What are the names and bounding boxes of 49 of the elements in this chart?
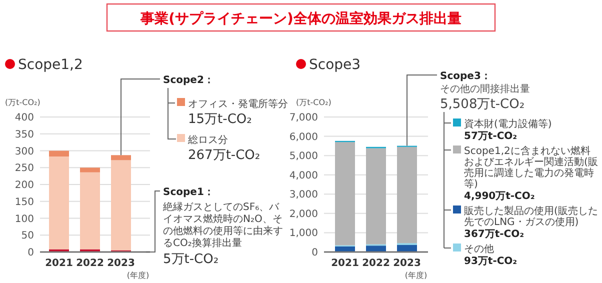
x-tick-label: 2023 xyxy=(107,258,135,269)
text: 5万t-CO₂ xyxy=(163,252,219,267)
text: その他の間接排出量 xyxy=(440,83,530,95)
x-tick-label: 2023 xyxy=(393,258,421,269)
y-tick-label: 3,000 xyxy=(289,190,318,201)
text: 267万t-CO₂ xyxy=(188,148,260,163)
y-tick-label: 50 xyxy=(21,230,34,242)
y-axis-title: (万t-CO₂) xyxy=(296,98,332,107)
legend-label: その他 xyxy=(464,243,494,255)
x-tick-label: 2022 xyxy=(362,258,390,269)
chart-title: Scope1,2 xyxy=(18,57,83,73)
text: 絶縁ガスとしてのSF₆、バイオマス燃焼時のN₂O、その他燃料の使用等に由来するCO₂換算排出量 xyxy=(162,201,283,249)
x-axis-title: (年度) xyxy=(404,271,428,280)
text: Scope2： xyxy=(163,75,214,86)
x-tick-label: 2022 xyxy=(76,258,104,269)
text: 5,508万t-CO₂ xyxy=(440,97,525,112)
legend-label: 資本財(電力設備等) xyxy=(464,118,552,130)
y-tick-label: 200 xyxy=(14,180,34,191)
y-tick-label: 150 xyxy=(14,196,34,208)
y-tick-label: 100 xyxy=(14,214,34,225)
x-tick-label: 2021 xyxy=(331,258,359,269)
y-tick-label: 0 xyxy=(28,248,34,258)
y-tick-label: 250 xyxy=(14,163,34,174)
y-tick-label: 2,000 xyxy=(289,208,318,220)
text: Scope3： xyxy=(440,71,491,82)
text: Scope1： xyxy=(163,187,214,198)
legend-label: 総ロス分 xyxy=(187,134,228,146)
legend-label: 販売した製品の使用(販売した先でのLNG・ガスの使用) xyxy=(464,205,598,228)
y-tick-label: 300 xyxy=(14,146,34,158)
y-tick-label: 350 xyxy=(14,129,34,140)
text: 93万t-CO₂ xyxy=(464,256,518,267)
text: 4,990万t-CO₂ xyxy=(464,191,535,202)
text: 57万t-CO₂ xyxy=(464,131,518,142)
text: 15万t-CO₂ xyxy=(188,112,252,127)
y-tick-label: 6,000 xyxy=(289,132,318,143)
x-axis-title: (年度) xyxy=(126,271,150,280)
y-axis-title: (万t-CO₂) xyxy=(5,98,40,107)
y-tick-label: 1,000 xyxy=(289,228,318,240)
y-tick-label: 400 xyxy=(14,112,34,124)
legend-label: Scope1,2に含まれない燃料およびエネルギー関連活動(販売用に調達した電力の発電時等) xyxy=(464,145,598,190)
y-tick-label: 7,000 xyxy=(289,112,318,124)
y-tick-label: 0 xyxy=(312,248,318,258)
text: 事業(サプライチェーン)全体の温室効果ガス排出量 xyxy=(140,10,462,27)
x-tick-label: 2021 xyxy=(45,258,73,269)
y-tick-label: 5,000 xyxy=(289,151,318,162)
legend-label: オフィス・発電所等分 xyxy=(188,98,288,110)
text: 367万t-CO₂ xyxy=(464,229,524,240)
chart-title: Scope3 xyxy=(309,57,361,73)
y-tick-label: 4,000 xyxy=(289,170,318,182)
